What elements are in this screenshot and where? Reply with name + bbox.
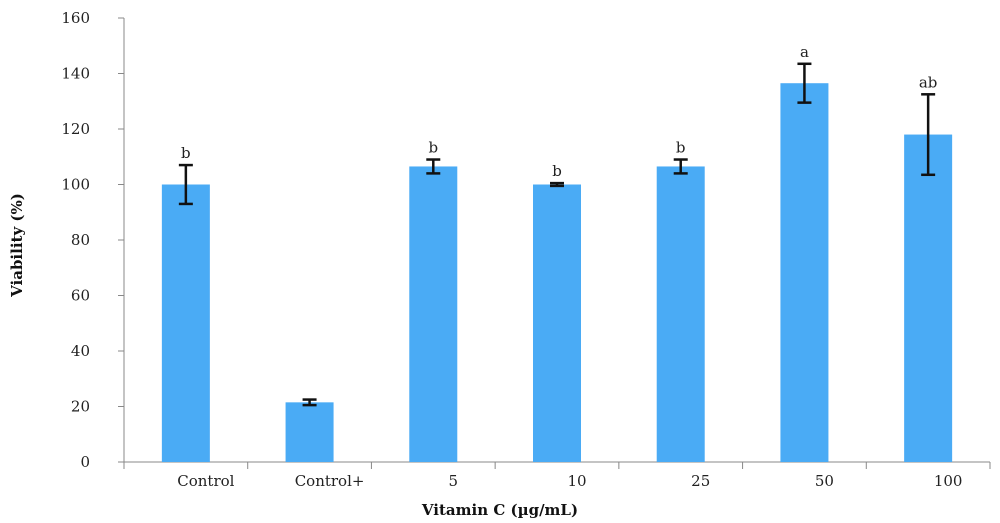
bar (285, 402, 334, 462)
x-tick-label: 100 (934, 472, 963, 490)
significance-label: a (800, 43, 809, 61)
significance-label: b (181, 144, 191, 162)
x-tick-label: Control+ (295, 472, 365, 490)
y-tick-label: 100 (61, 176, 90, 194)
significance-label: ab (919, 73, 938, 91)
x-axis-title: Vitamin C (µg/mL) (421, 501, 578, 519)
bar (533, 184, 581, 462)
y-tick-label: 120 (61, 120, 90, 138)
x-tick-label: 25 (691, 472, 710, 490)
y-axis-title: Viability (%) (8, 193, 26, 298)
bar (656, 166, 705, 462)
x-tick-label: Control (177, 472, 234, 490)
bar (409, 166, 458, 462)
y-tick-label: 20 (71, 398, 90, 416)
y-tick-label: 40 (71, 342, 90, 360)
significance-label: b (428, 139, 438, 157)
x-tick-label: 10 (567, 472, 586, 490)
significance-label: b (552, 162, 562, 180)
bar (780, 83, 829, 463)
y-tick-label: 160 (61, 9, 90, 27)
y-tick-label: 140 (61, 65, 90, 83)
significance-label: b (676, 139, 686, 157)
bar (161, 184, 210, 462)
y-tick-label: 0 (80, 453, 90, 471)
y-tick-label: 60 (71, 287, 90, 305)
y-tick-label: 80 (71, 231, 90, 249)
x-tick-label: 50 (815, 472, 834, 490)
bar (904, 134, 953, 463)
x-tick-label: 5 (449, 472, 459, 490)
